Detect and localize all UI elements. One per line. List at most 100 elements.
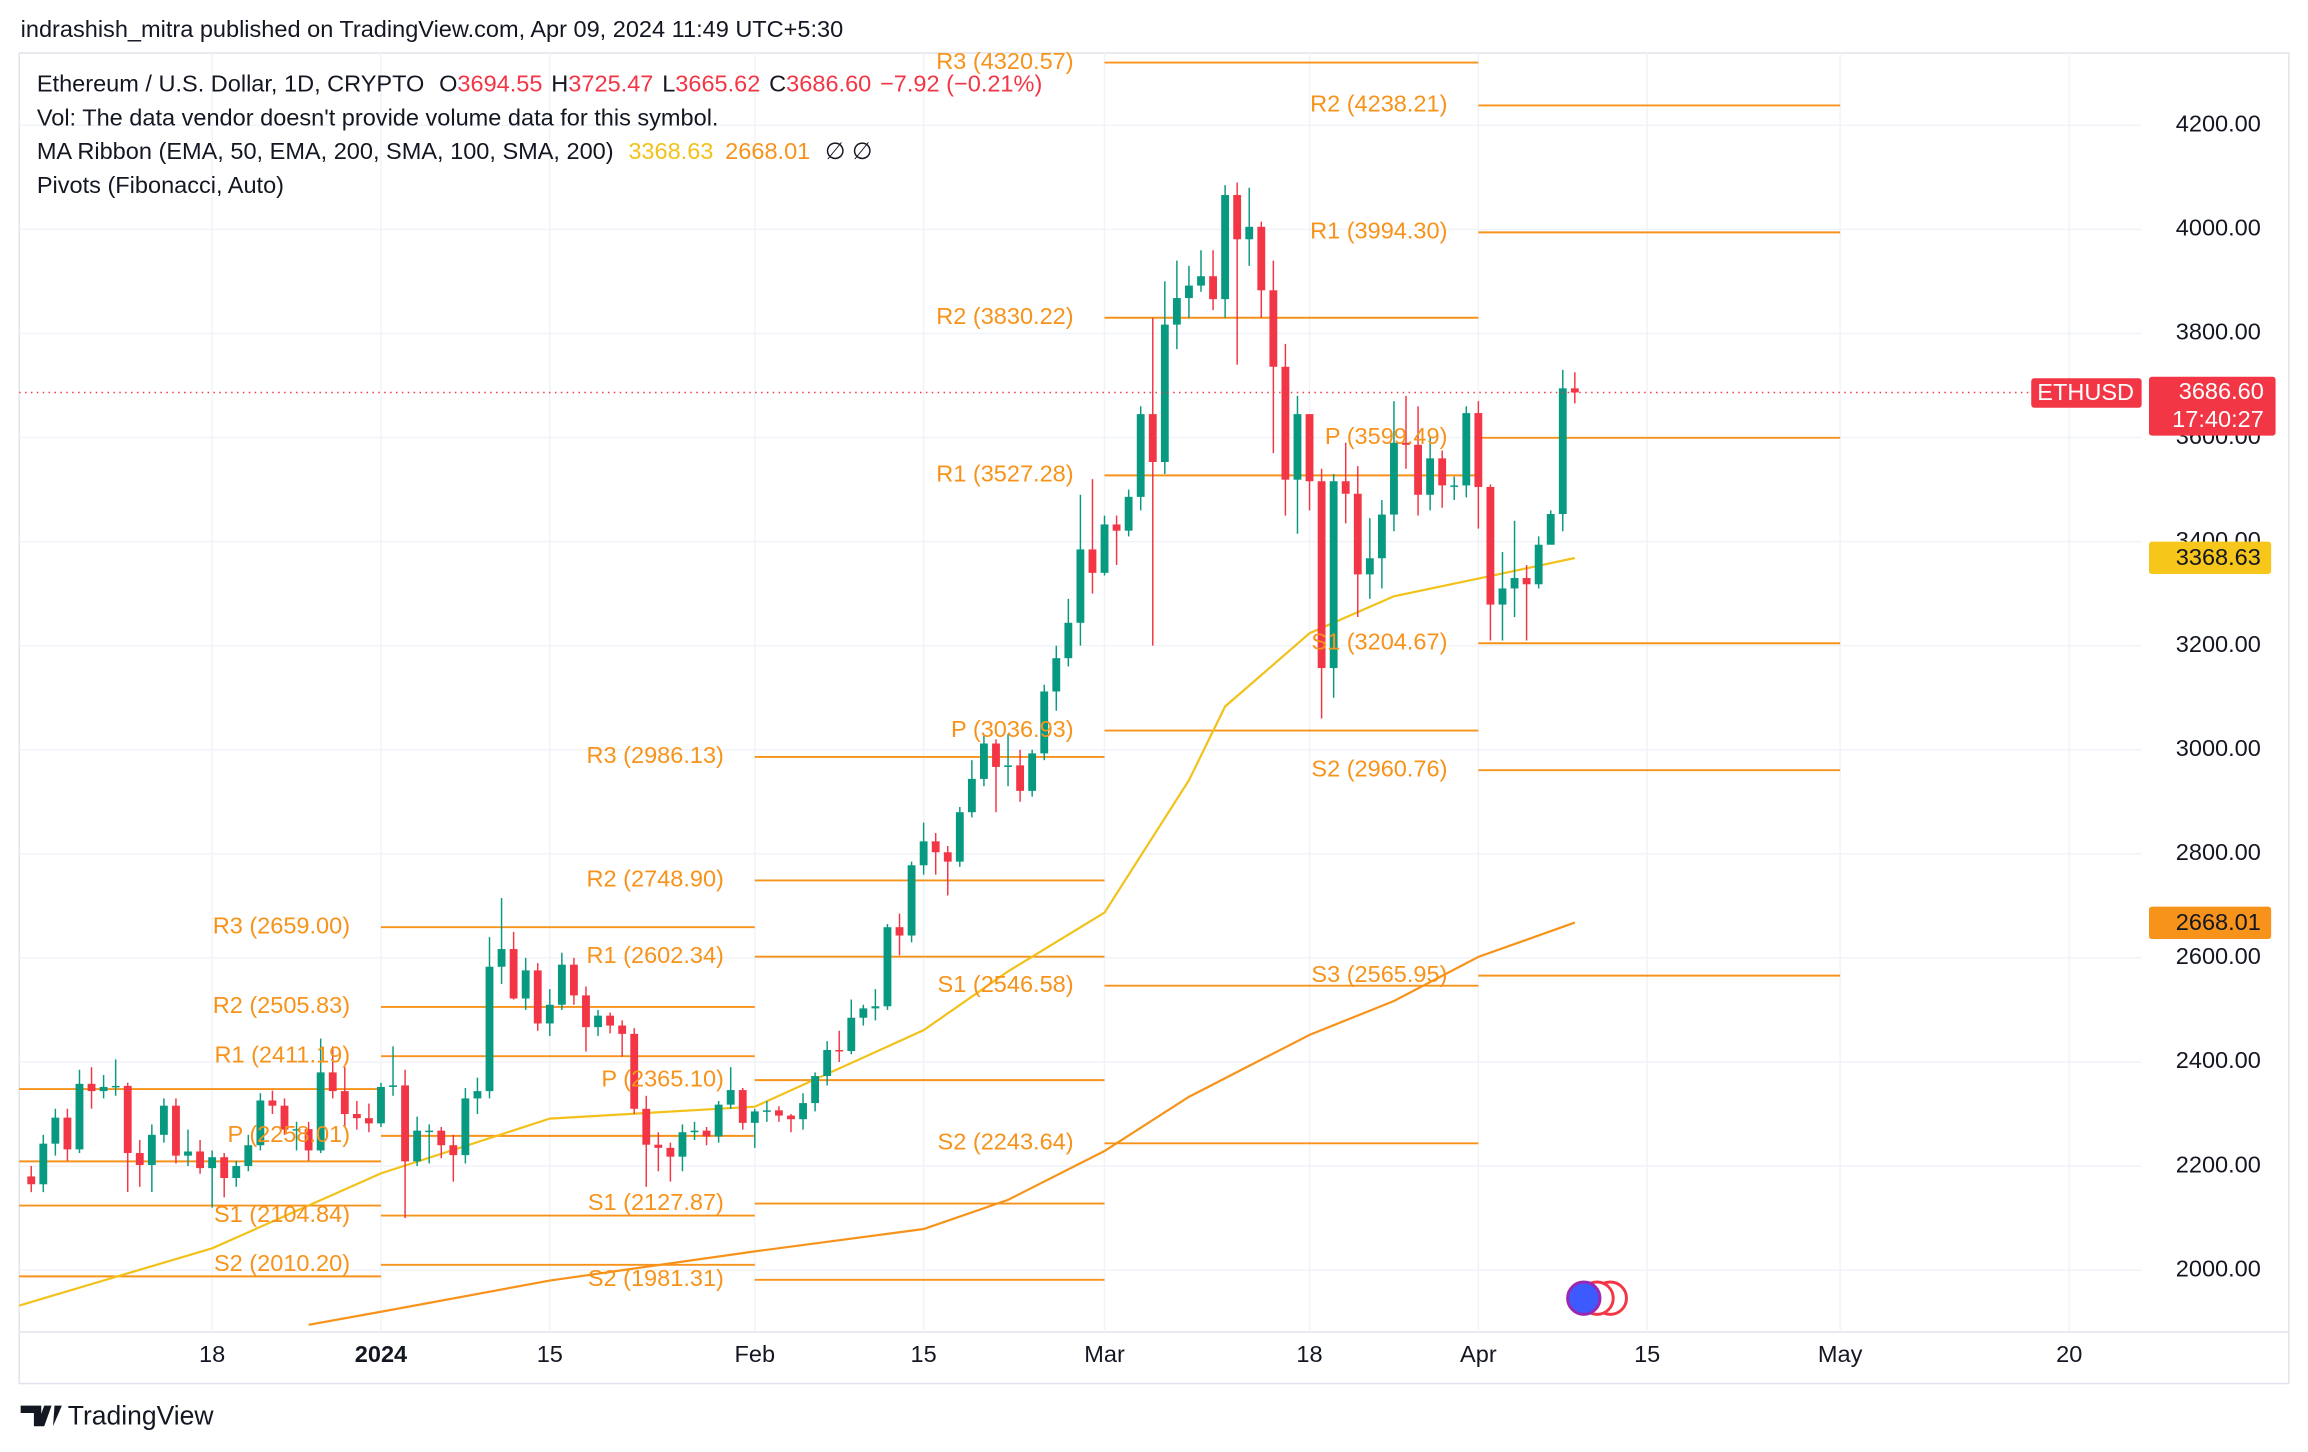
ma-line	[19, 556, 1576, 1307]
ohlc-key: O	[439, 71, 457, 97]
pivot-label: P (3036.93)	[951, 716, 1074, 742]
candle-body	[726, 1090, 735, 1105]
candle-body	[955, 812, 964, 862]
candle-body	[787, 1115, 795, 1120]
candle-body	[943, 852, 952, 862]
candle-body	[1245, 226, 1254, 240]
candle-body	[497, 949, 506, 967]
ribbon: MA Ribbon (EMA, 50, EMA, 200, SMA, 100, …	[37, 138, 873, 164]
candle-body	[232, 1166, 241, 1179]
candle-body	[521, 970, 530, 999]
candle-body	[1570, 388, 1579, 393]
pivot-label: R1 (3994.30)	[1310, 218, 1447, 244]
ohlc: O3694.55 H3725.47 L3665.62 C3686.60	[439, 71, 871, 97]
ribbon-value: 3368.63	[628, 138, 713, 164]
candle-body	[980, 743, 988, 779]
candle-body	[280, 1105, 289, 1130]
x-tick-label: 15	[537, 1341, 563, 1367]
candle-body	[135, 1153, 144, 1166]
badge-ma: 3368.63	[2176, 544, 2261, 570]
candle-body	[377, 1086, 385, 1124]
y-tick-label: 2400.00	[2176, 1047, 2261, 1073]
pivot-label: R2 (2748.90)	[587, 866, 724, 892]
candle-body	[389, 1085, 397, 1087]
candle-body	[208, 1157, 217, 1169]
candle-body	[268, 1100, 277, 1106]
candle-body	[1450, 485, 1459, 487]
y-tick-label: 2800.00	[2176, 839, 2261, 865]
candle-body	[967, 778, 976, 813]
logo	[20, 1405, 62, 1427]
change: −7.92 (−0.21%)	[880, 71, 1042, 97]
candle-body	[1546, 514, 1555, 545]
candle-body	[1160, 324, 1169, 462]
candle-body	[328, 1072, 337, 1092]
ribbon-empty: ∅ ∅	[825, 138, 873, 164]
y-tick-label: 3000.00	[2176, 735, 2261, 761]
candle-body	[811, 1076, 820, 1104]
candle-body	[762, 1110, 771, 1112]
candle-body	[1148, 414, 1157, 462]
pivot-label: S3 (2565.95)	[1311, 961, 1447, 987]
candle-body	[1402, 442, 1410, 445]
candle-body	[316, 1072, 325, 1151]
ohlc-value: 3686.60	[786, 71, 871, 97]
pivot-label: S2 (2243.64)	[938, 1129, 1074, 1155]
candle-body	[196, 1151, 204, 1169]
pivot-label: R2 (4238.21)	[1310, 91, 1447, 117]
candle-body	[1438, 458, 1447, 486]
badge	[2031, 378, 2142, 408]
candle-body	[533, 970, 542, 1024]
vol: Vol: The data vendor doesn't provide vol…	[37, 104, 719, 130]
candle-body	[750, 1111, 759, 1123]
pivot-label: P (3599.49)	[1325, 423, 1448, 449]
candle-body	[1414, 444, 1422, 495]
candle-body	[1076, 549, 1085, 623]
candle-body	[799, 1103, 807, 1120]
y-tick-label: 2600.00	[2176, 943, 2261, 969]
pivot-label: S1 (2127.87)	[588, 1189, 724, 1215]
badge-countdown: 17:40:27	[2172, 406, 2264, 432]
pivot-label: R2 (2505.83)	[213, 992, 350, 1018]
candle-body	[835, 1050, 844, 1052]
candle-body	[1028, 753, 1037, 791]
candle-body	[63, 1117, 72, 1150]
pivot-label: R3 (2986.13)	[587, 742, 724, 768]
candle-body	[1462, 413, 1471, 486]
candle-body	[919, 841, 928, 866]
candle-body	[364, 1118, 373, 1124]
candle-body	[666, 1147, 675, 1157]
candle-body	[27, 1176, 36, 1185]
candle-body	[823, 1050, 832, 1077]
candle-body	[1172, 298, 1181, 325]
candle-body	[1100, 524, 1109, 573]
ohlc-key: C	[769, 71, 786, 97]
brand-name: TradingView	[68, 1400, 215, 1430]
y-tick-label: 3200.00	[2176, 631, 2261, 657]
ohlc-value: 3725.47	[568, 71, 653, 97]
candle-body	[992, 743, 1000, 767]
x-tick-label: Apr	[1460, 1341, 1497, 1367]
candle-body	[413, 1130, 422, 1162]
candle-body	[1341, 481, 1350, 494]
pivot-label: R3 (4320.57)	[936, 48, 1073, 74]
pivot-label: R1 (3527.28)	[936, 461, 1073, 487]
candle-body	[871, 1006, 880, 1009]
ohlc-value: 3665.62	[675, 71, 760, 97]
ribbon-value: 2668.01	[725, 138, 810, 164]
candle-body	[461, 1098, 470, 1156]
candle-body	[172, 1105, 180, 1156]
candle-body	[1016, 765, 1025, 791]
candle-body	[1329, 481, 1338, 669]
ribbon-title: MA Ribbon (EMA, 50, EMA, 200, SMA, 100, …	[37, 138, 614, 164]
candle-body	[220, 1157, 229, 1179]
candle-body	[449, 1145, 458, 1156]
candle-body	[847, 1017, 856, 1052]
candle-body	[1281, 366, 1290, 480]
badge-ma: 2668.01	[2176, 909, 2261, 935]
ma-line	[308, 921, 1576, 1326]
candle-body	[1365, 558, 1374, 575]
candle-body	[1522, 578, 1531, 585]
badge-price: 3686.60	[2179, 378, 2264, 404]
